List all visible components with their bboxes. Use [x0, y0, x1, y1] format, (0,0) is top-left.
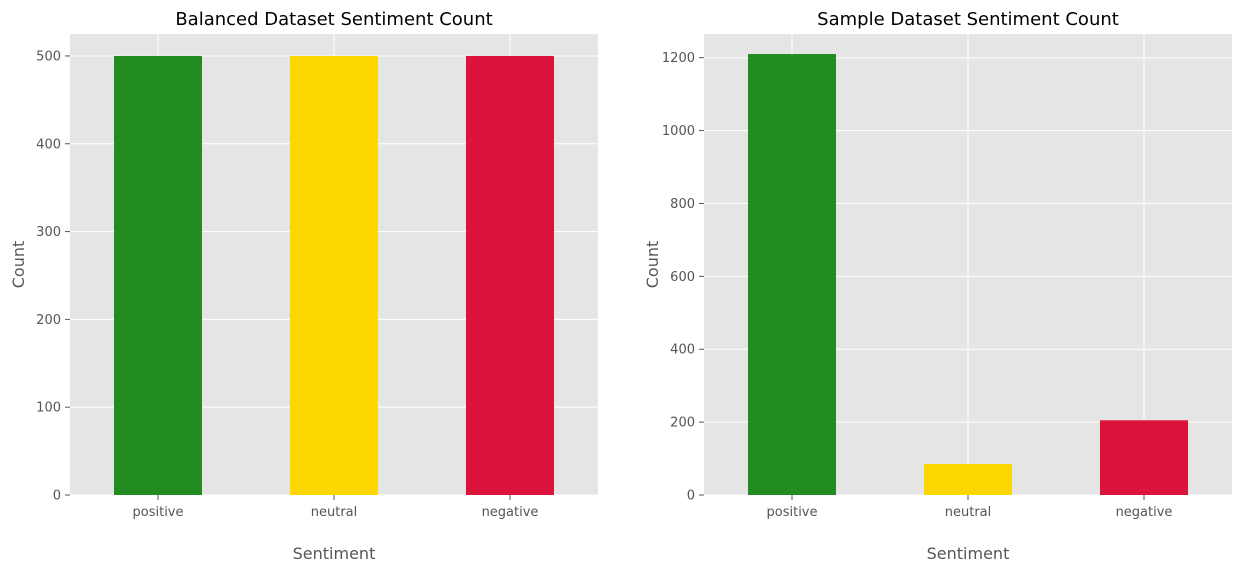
chart-title: Balanced Dataset Sentiment Count — [175, 9, 492, 30]
y-axis-label: Count — [643, 241, 662, 289]
x-axis-label: Sentiment — [293, 544, 376, 563]
x-axis-label: Sentiment — [927, 544, 1010, 563]
x-tick-label: positive — [767, 505, 818, 520]
y-tick-label: 100 — [36, 401, 61, 416]
chart-title: Sample Dataset Sentiment Count — [817, 9, 1119, 30]
y-tick-label: 200 — [670, 416, 695, 431]
ticks: 0 100 200 300 400 500 positive neutral negative — [36, 49, 538, 520]
y-axis-label: Count — [9, 241, 28, 289]
y-tick-label: 0 — [687, 489, 695, 504]
bar-negative — [1100, 420, 1188, 495]
y-tick-label: 600 — [670, 270, 695, 285]
y-tick-label: 1000 — [662, 124, 695, 139]
y-tick-label: 800 — [670, 197, 695, 212]
x-tick-label: neutral — [311, 505, 358, 520]
y-tick-label: 500 — [36, 49, 61, 64]
y-tick-label: 0 — [53, 489, 61, 504]
bar-negative — [466, 55, 554, 495]
bar-positive — [748, 54, 836, 495]
bar-neutral — [924, 464, 1012, 495]
bars — [748, 54, 1188, 495]
x-tick-label: negative — [482, 505, 539, 520]
ticks: 0 200 400 600 800 1000 1200 positive neutral nega… — [662, 51, 1173, 520]
y-tick-label: 200 — [36, 313, 61, 328]
bar-positive — [114, 55, 202, 495]
bar-neutral — [290, 55, 378, 495]
x-tick-label: positive — [133, 505, 184, 520]
y-tick-label: 400 — [670, 343, 695, 358]
y-tick-label: 1200 — [662, 51, 695, 66]
x-tick-label: neutral — [945, 505, 992, 520]
y-tick-label: 400 — [36, 137, 61, 152]
chart-sample: 0 200 400 600 800 1000 1200 positive neutral nega… — [643, 9, 1232, 563]
y-tick-label: 300 — [36, 225, 61, 240]
bars — [114, 55, 554, 495]
x-tick-label: negative — [1116, 505, 1173, 520]
